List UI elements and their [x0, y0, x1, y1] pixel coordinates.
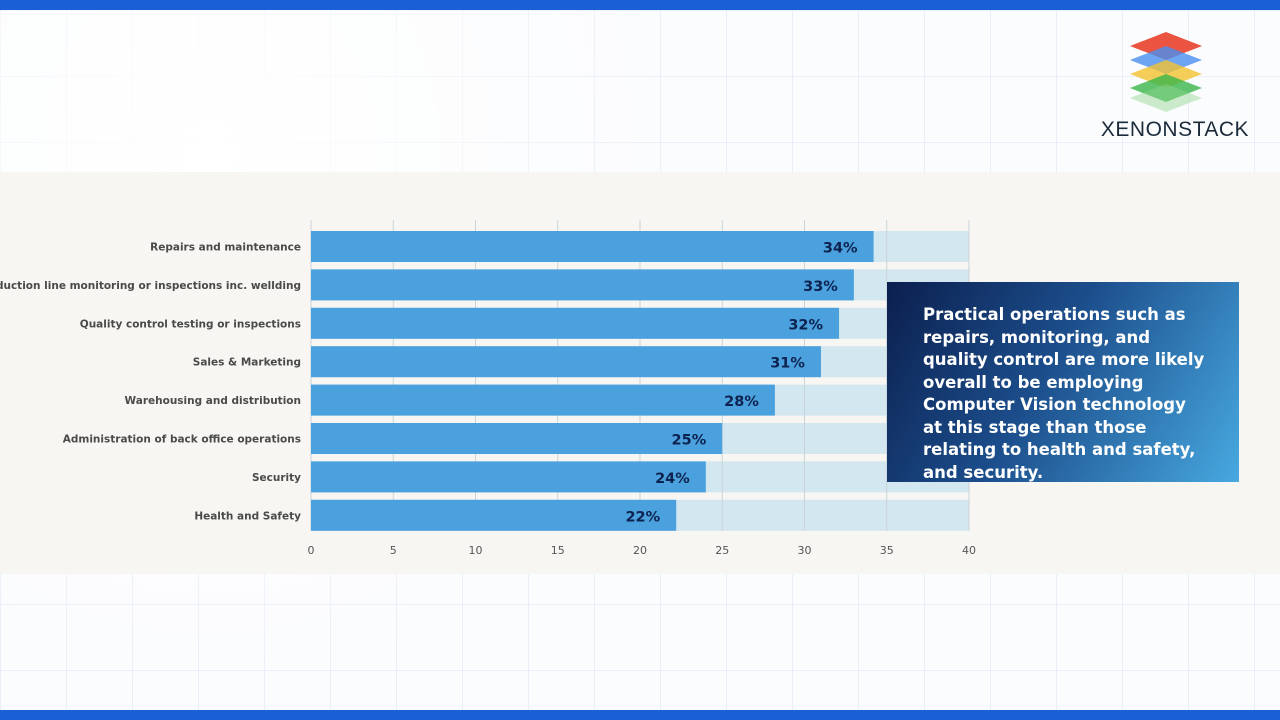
- category-label: Administration of back office operations: [63, 434, 301, 446]
- brand-logo: XENONSTACK: [1090, 28, 1260, 148]
- category-label: Warehousing and distribution: [125, 395, 301, 407]
- callout-text: Practical operations such as repairs, mo…: [923, 305, 1205, 482]
- category-label: Sales & Marketing: [193, 357, 301, 369]
- tick-label: 35: [880, 544, 894, 557]
- data-label: 22%: [625, 509, 660, 525]
- bar: [311, 231, 874, 262]
- insight-callout: Practical operations such as repairs, mo…: [887, 282, 1239, 482]
- top-accent-bar: [0, 0, 1280, 10]
- bar-chart: Repairs and maintenance 34% Production lin…: [0, 220, 976, 557]
- tick-label: 30: [798, 544, 812, 557]
- data-label: 28%: [724, 394, 759, 410]
- category-label: Production line monitoring or inspection…: [0, 280, 301, 292]
- tick-label: 5: [390, 544, 397, 557]
- bar: [311, 461, 706, 493]
- data-label: 24%: [655, 471, 690, 487]
- bar: [311, 269, 854, 301]
- stacked-layers-icon: [1130, 32, 1202, 112]
- bottom-accent-bar: [0, 710, 1280, 720]
- brand-name: XENONSTACK: [1100, 118, 1250, 141]
- data-label: 31%: [770, 356, 805, 372]
- category-label: Quality control testing or inspections: [80, 318, 301, 330]
- bar: [311, 346, 821, 378]
- chart-panel: Repairs and maintenance 34% Production lin…: [0, 172, 1280, 574]
- bar: [311, 499, 677, 531]
- tick-label: 10: [469, 544, 483, 557]
- category-label: Security: [252, 472, 301, 484]
- data-label: 32%: [788, 317, 823, 333]
- tick-label: 15: [551, 544, 565, 557]
- bar: [311, 423, 723, 454]
- data-label: 34%: [823, 241, 858, 257]
- tick-label: 20: [633, 544, 647, 557]
- category-label: Repairs and maintenance: [150, 242, 301, 254]
- tick-label: 0: [308, 544, 315, 557]
- tick-label: 40: [962, 544, 976, 557]
- data-label: 33%: [803, 279, 838, 295]
- data-label: 25%: [672, 433, 707, 449]
- bar: [311, 307, 840, 339]
- tick-label: 25: [715, 544, 729, 557]
- category-label: Health and Safety: [194, 510, 301, 522]
- bar: [311, 384, 775, 416]
